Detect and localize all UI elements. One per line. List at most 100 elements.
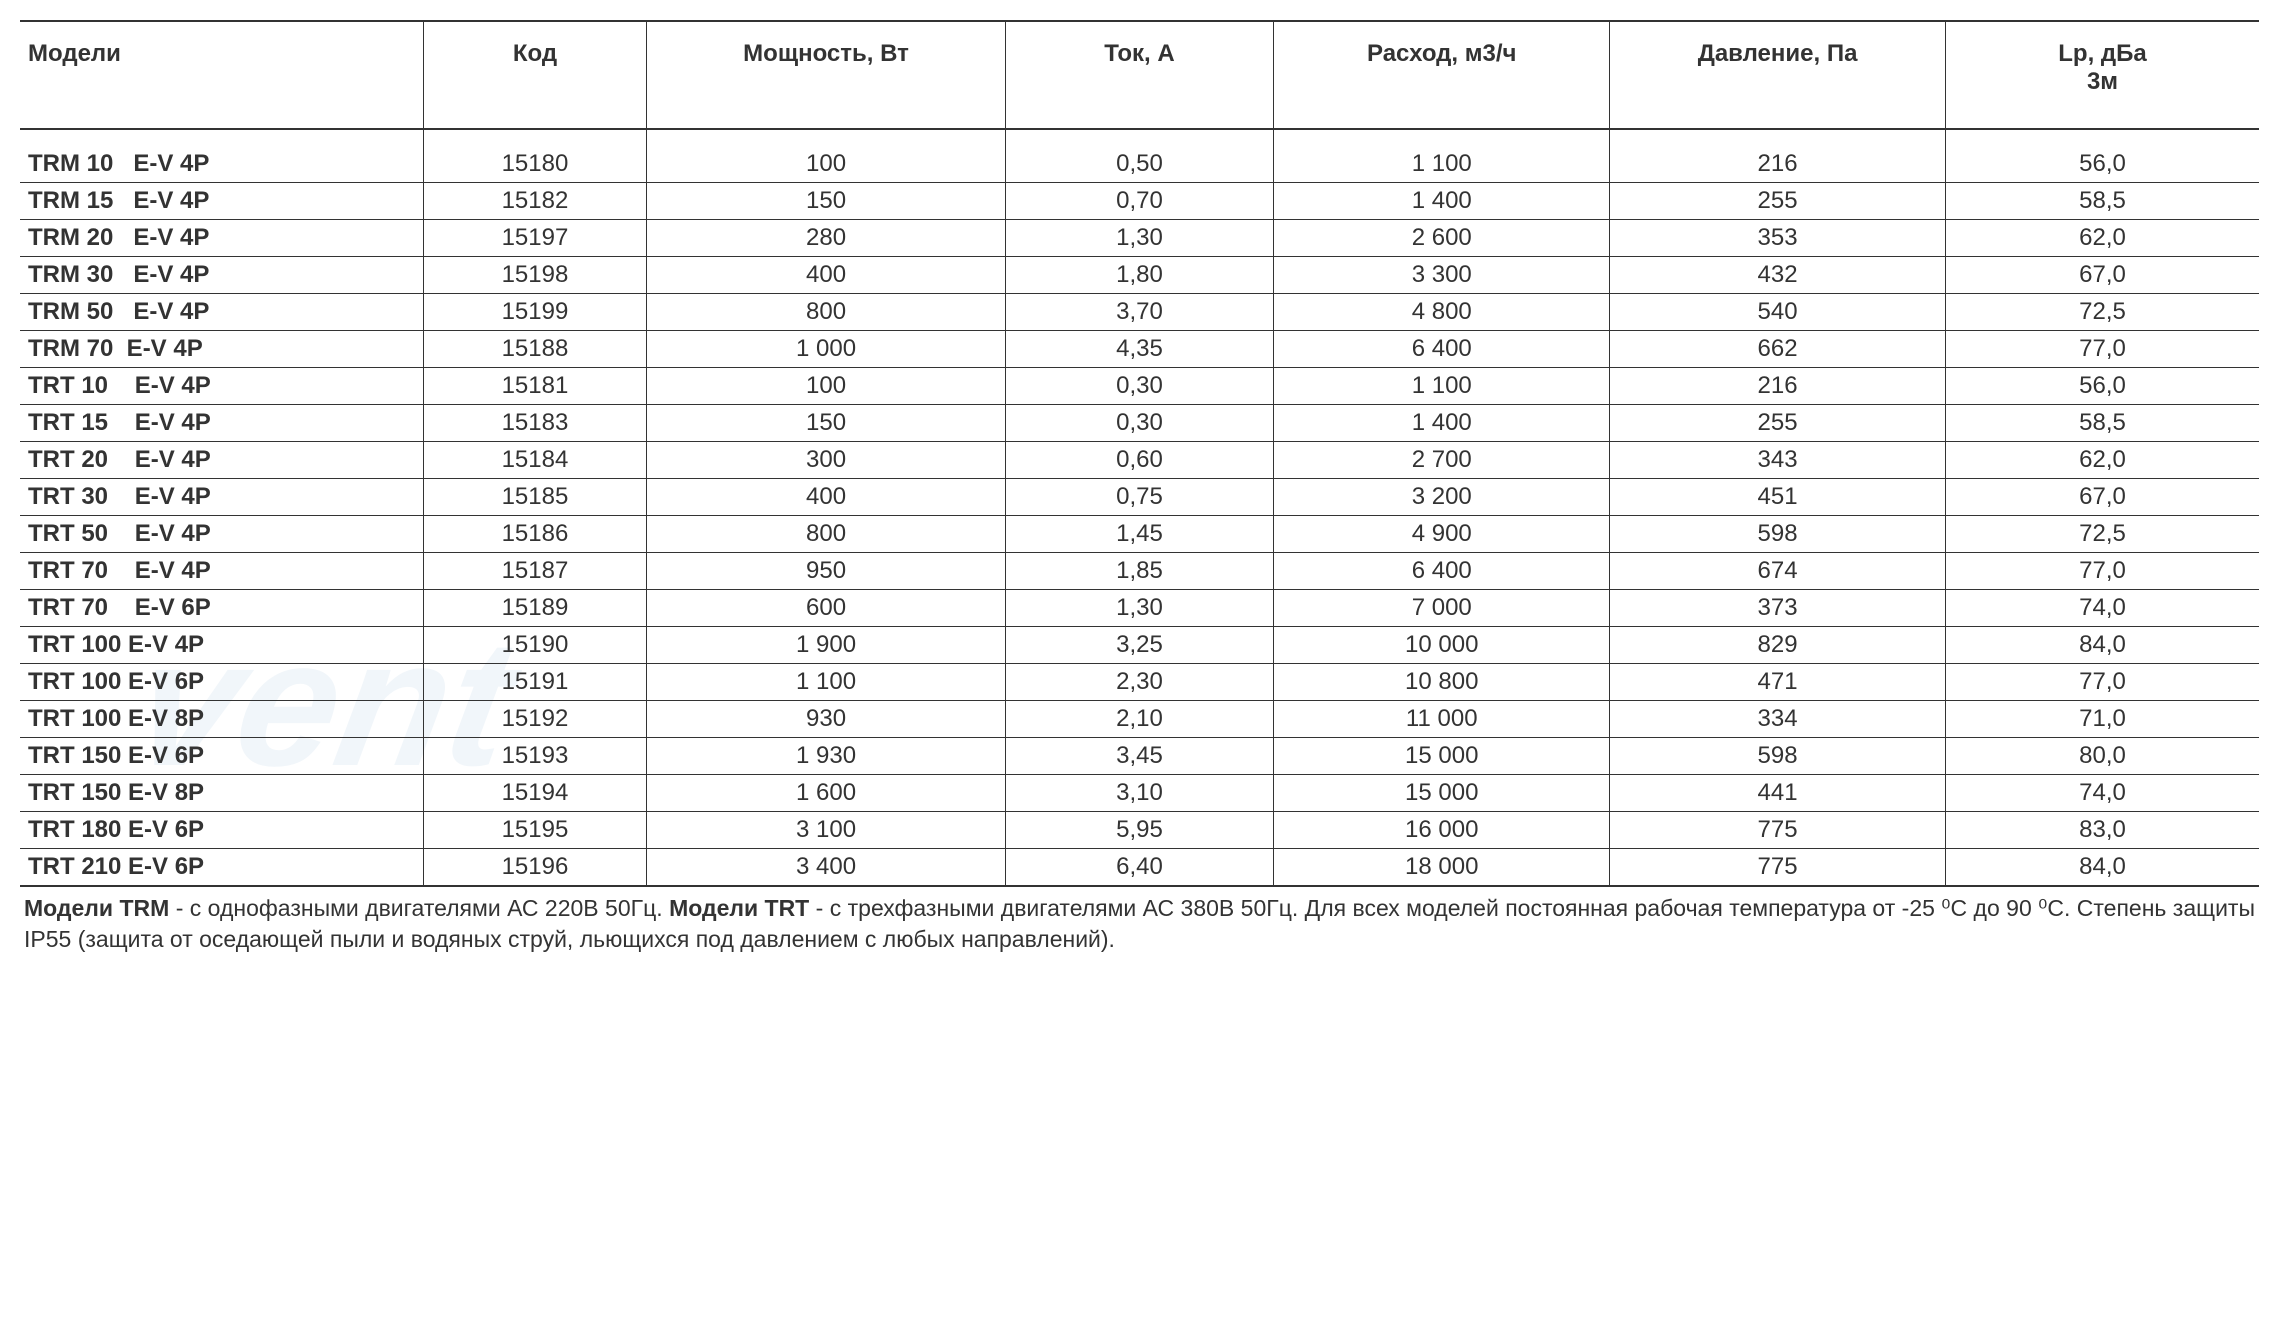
cell-power: 800	[647, 294, 1005, 331]
cell-pressure: 598	[1610, 738, 1946, 775]
cell-flow: 2 700	[1274, 442, 1610, 479]
table-row: TRT 70 E-V 4P151879501,856 40067477,0	[20, 553, 2259, 590]
cell-current: 4,35	[1005, 331, 1274, 368]
cell-model: TRT 210 E-V 6P	[20, 849, 423, 887]
table-row: TRM 10 E-V 4P151801000,501 10021656,0	[20, 129, 2259, 183]
cell-power: 1 900	[647, 627, 1005, 664]
cell-code: 15199	[423, 294, 647, 331]
cell-code: 15180	[423, 129, 647, 183]
cell-flow: 10 800	[1274, 664, 1610, 701]
cell-code: 15181	[423, 368, 647, 405]
cell-code: 15192	[423, 701, 647, 738]
spec-table: МоделиКодМощность, ВтТок, АРасход, м3/чД…	[20, 20, 2259, 887]
cell-code: 15193	[423, 738, 647, 775]
cell-flow: 15 000	[1274, 738, 1610, 775]
cell-flow: 10 000	[1274, 627, 1610, 664]
cell-lp: 71,0	[1946, 701, 2260, 738]
cell-pressure: 471	[1610, 664, 1946, 701]
cell-current: 0,70	[1005, 183, 1274, 220]
cell-pressure: 432	[1610, 257, 1946, 294]
cell-code: 15185	[423, 479, 647, 516]
cell-flow: 16 000	[1274, 812, 1610, 849]
cell-code: 15187	[423, 553, 647, 590]
footnote-text-1: - с однофазными двигателями АС 220В 50Гц…	[169, 895, 669, 921]
cell-model: TRT 30 E-V 4P	[20, 479, 423, 516]
table-body: TRM 10 E-V 4P151801000,501 10021656,0TRM…	[20, 129, 2259, 886]
cell-lp: 72,5	[1946, 516, 2260, 553]
cell-pressure: 343	[1610, 442, 1946, 479]
spec-table-container: МоделиКодМощность, ВтТок, АРасход, м3/чД…	[20, 20, 2259, 959]
footnote: Модели TRM - с однофазными двигателями А…	[20, 887, 2259, 959]
cell-model: TRT 50 E-V 4P	[20, 516, 423, 553]
cell-power: 950	[647, 553, 1005, 590]
table-row: TRT 210 E-V 6P151963 4006,4018 00077584,…	[20, 849, 2259, 887]
cell-code: 15186	[423, 516, 647, 553]
table-row: TRT 100 E-V 8P151929302,1011 00033471,0	[20, 701, 2259, 738]
cell-lp: 62,0	[1946, 220, 2260, 257]
table-row: TRT 180 E-V 6P151953 1005,9516 00077583,…	[20, 812, 2259, 849]
cell-power: 150	[647, 405, 1005, 442]
cell-power: 930	[647, 701, 1005, 738]
table-row: TRT 15 E-V 4P151831500,301 40025558,5	[20, 405, 2259, 442]
cell-pressure: 598	[1610, 516, 1946, 553]
table-row: TRT 50 E-V 4P151868001,454 90059872,5	[20, 516, 2259, 553]
cell-model: TRM 70 E-V 4P	[20, 331, 423, 368]
table-row: TRT 70 E-V 6P151896001,307 00037374,0	[20, 590, 2259, 627]
cell-lp: 83,0	[1946, 812, 2260, 849]
cell-model: TRT 70 E-V 6P	[20, 590, 423, 627]
cell-pressure: 216	[1610, 368, 1946, 405]
cell-lp: 72,5	[1946, 294, 2260, 331]
cell-current: 2,30	[1005, 664, 1274, 701]
cell-current: 5,95	[1005, 812, 1274, 849]
cell-model: TRT 100 E-V 8P	[20, 701, 423, 738]
cell-lp: 58,5	[1946, 183, 2260, 220]
cell-code: 15198	[423, 257, 647, 294]
cell-lp: 67,0	[1946, 479, 2260, 516]
header-power: Мощность, Вт	[647, 21, 1005, 129]
table-row: TRM 50 E-V 4P151998003,704 80054072,5	[20, 294, 2259, 331]
cell-current: 0,75	[1005, 479, 1274, 516]
cell-pressure: 674	[1610, 553, 1946, 590]
cell-code: 15194	[423, 775, 647, 812]
cell-current: 2,10	[1005, 701, 1274, 738]
cell-code: 15184	[423, 442, 647, 479]
cell-power: 400	[647, 479, 1005, 516]
cell-current: 1,30	[1005, 590, 1274, 627]
cell-power: 3 400	[647, 849, 1005, 887]
cell-lp: 62,0	[1946, 442, 2260, 479]
cell-power: 1 930	[647, 738, 1005, 775]
cell-current: 1,85	[1005, 553, 1274, 590]
cell-pressure: 255	[1610, 405, 1946, 442]
cell-flow: 1 400	[1274, 405, 1610, 442]
cell-power: 100	[647, 129, 1005, 183]
cell-lp: 77,0	[1946, 553, 2260, 590]
cell-power: 100	[647, 368, 1005, 405]
cell-model: TRM 15 E-V 4P	[20, 183, 423, 220]
cell-code: 15197	[423, 220, 647, 257]
cell-code: 15191	[423, 664, 647, 701]
table-row: TRM 30 E-V 4P151984001,803 30043267,0	[20, 257, 2259, 294]
cell-current: 1,45	[1005, 516, 1274, 553]
header-flow: Расход, м3/ч	[1274, 21, 1610, 129]
header-code: Код	[423, 21, 647, 129]
cell-model: TRT 180 E-V 6P	[20, 812, 423, 849]
cell-lp: 84,0	[1946, 849, 2260, 887]
cell-power: 1 100	[647, 664, 1005, 701]
cell-pressure: 216	[1610, 129, 1946, 183]
cell-lp: 74,0	[1946, 775, 2260, 812]
cell-power: 400	[647, 257, 1005, 294]
cell-current: 1,80	[1005, 257, 1274, 294]
cell-lp: 58,5	[1946, 405, 2260, 442]
cell-flow: 4 900	[1274, 516, 1610, 553]
cell-flow: 6 400	[1274, 553, 1610, 590]
footnote-bold-trm: Модели TRM	[24, 895, 169, 921]
cell-model: TRT 150 E-V 8P	[20, 775, 423, 812]
cell-pressure: 775	[1610, 849, 1946, 887]
table-row: TRT 30 E-V 4P151854000,753 20045167,0	[20, 479, 2259, 516]
cell-current: 1,30	[1005, 220, 1274, 257]
cell-model: TRT 15 E-V 4P	[20, 405, 423, 442]
cell-flow: 2 600	[1274, 220, 1610, 257]
cell-flow: 4 800	[1274, 294, 1610, 331]
table-header-row: МоделиКодМощность, ВтТок, АРасход, м3/чД…	[20, 21, 2259, 129]
cell-lp: 56,0	[1946, 368, 2260, 405]
